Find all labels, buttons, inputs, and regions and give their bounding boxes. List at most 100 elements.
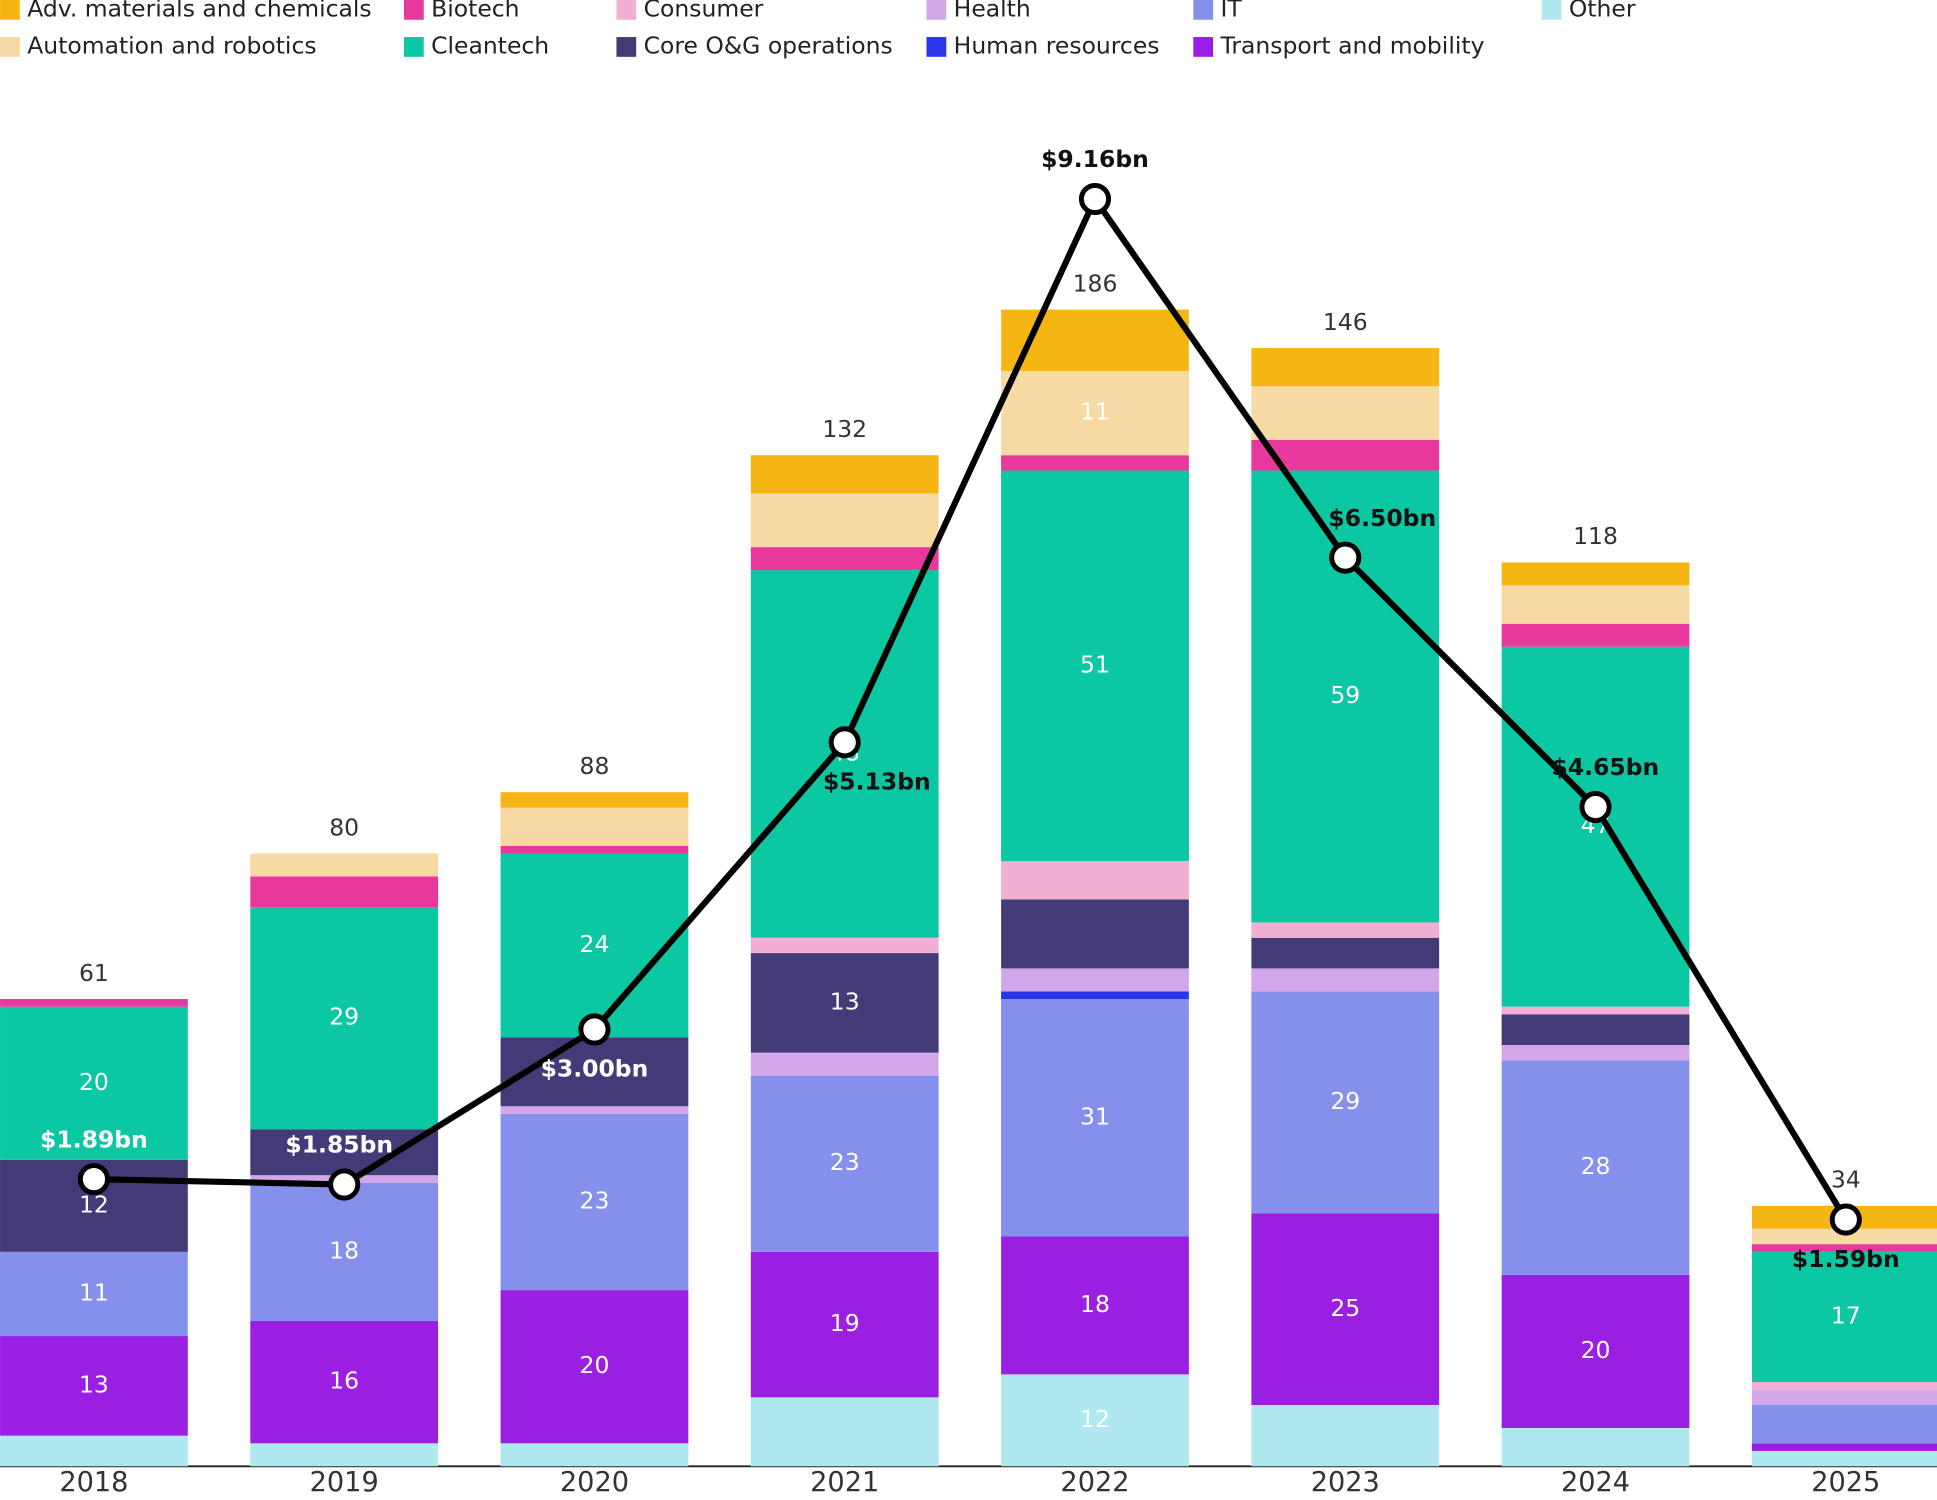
- legend-label: Biotech: [431, 0, 519, 22]
- line-point: [578, 1013, 611, 1046]
- bar-segment: [1001, 1236, 1189, 1375]
- bar-segment: [1501, 646, 1690, 1007]
- legend-swatch: [1541, 0, 1562, 20]
- legend-swatch: [616, 0, 637, 20]
- segment-label: 59: [1330, 681, 1360, 709]
- x-tick-label: 2023: [1311, 1467, 1380, 1498]
- legend-swatch: [403, 0, 424, 20]
- legend-label: Cleantech: [431, 31, 549, 59]
- segment-label: 11: [1080, 398, 1110, 426]
- legend-swatch: [0, 37, 20, 57]
- bar-segment: [750, 1397, 939, 1467]
- bar-segment: [1751, 1382, 1937, 1390]
- bar-segment: [1501, 562, 1690, 586]
- bar-segment: [0, 1006, 188, 1160]
- total-label: 118: [1573, 522, 1618, 550]
- bar-segment: [750, 493, 939, 548]
- bar-segment: [250, 907, 439, 1130]
- line-label: $4.65bn: [1552, 753, 1660, 781]
- line-label: $5.13bn: [823, 768, 931, 796]
- x-tick-label: 2021: [810, 1467, 879, 1498]
- total-label: 146: [1323, 308, 1368, 336]
- bar-segment: [0, 1336, 188, 1436]
- total-label: 88: [580, 752, 610, 780]
- line-label: $6.50bn: [1328, 504, 1436, 532]
- bar-segment: [1001, 455, 1189, 471]
- bar-segment: [1251, 386, 1440, 440]
- bar-segment: [750, 1251, 939, 1398]
- bar-segment: [1001, 991, 1189, 1000]
- line-point: [1579, 790, 1612, 824]
- bar-segment: [250, 1443, 439, 1467]
- x-tick-label: 2018: [59, 1467, 128, 1498]
- segment-label: 18: [1080, 1290, 1110, 1318]
- bar-segment: [1501, 623, 1690, 647]
- segment-label: 24: [580, 930, 610, 958]
- segment-label: 29: [329, 1003, 359, 1031]
- segment-label: 19: [830, 1309, 860, 1337]
- x-tick-label: 2020: [560, 1467, 629, 1498]
- bar-segment: [500, 1113, 689, 1291]
- x-tick-label: 2019: [310, 1467, 379, 1498]
- bar-segment: [1751, 1251, 1937, 1383]
- line-label: $1.59bn: [1792, 1245, 1900, 1273]
- x-tick-label: 2024: [1561, 1467, 1630, 1498]
- bar-segment: [250, 853, 439, 877]
- bar-segment: [1751, 1389, 1937, 1405]
- line: [93, 195, 1849, 1222]
- total-label: 132: [822, 415, 867, 443]
- bar-segment: [1251, 1404, 1440, 1467]
- legend-swatch: [1193, 37, 1214, 57]
- line-point: [1078, 182, 1112, 216]
- bar-segment: [1501, 1044, 1690, 1061]
- bar-segment: [1501, 1006, 1690, 1015]
- legend-swatch: [926, 0, 947, 20]
- legend-label: Transport and mobility: [1219, 31, 1484, 59]
- segment-label: 12: [1080, 1405, 1110, 1433]
- legend-label: IT: [1220, 0, 1242, 22]
- bar-segment: [1251, 991, 1440, 1214]
- bar-segment: [1001, 999, 1189, 1237]
- bar-segment: [1751, 1244, 1937, 1252]
- segment-label: 51: [1080, 650, 1110, 678]
- legend-label: Human resources: [954, 31, 1160, 59]
- segment-label: 31: [1080, 1102, 1110, 1130]
- legend-label: Other: [1569, 0, 1636, 22]
- bar-segment: [500, 1106, 689, 1114]
- legend-label: Adv. materials and chemicals: [27, 0, 371, 22]
- line-point: [828, 726, 861, 759]
- bar-segment: [1251, 1213, 1440, 1405]
- bar-segment: [250, 876, 439, 908]
- bar-segment: [750, 937, 939, 954]
- line-label: $1.85bn: [285, 1131, 393, 1159]
- legend-label: Health: [954, 0, 1031, 22]
- segment-label: 23: [580, 1187, 610, 1215]
- bar-segment: [0, 1251, 188, 1337]
- bar-segment: [1251, 937, 1440, 969]
- bar-segment: [1501, 1274, 1690, 1428]
- bar-segment: [0, 1435, 188, 1467]
- bar-segment: [1001, 470, 1189, 862]
- segment-label: 28: [1581, 1152, 1611, 1180]
- bar-segment: [1251, 922, 1440, 938]
- x-tick-label: 2022: [1060, 1467, 1129, 1498]
- total-label: 186: [1073, 269, 1118, 297]
- legend-label: Core O&G operations: [644, 31, 893, 59]
- total-label: 34: [1831, 1166, 1861, 1194]
- total-label: 61: [79, 959, 109, 987]
- bar-segment: [750, 547, 939, 571]
- bar-segment: [500, 1443, 689, 1467]
- legend-swatch: [403, 37, 424, 57]
- bar-segment: [750, 455, 939, 494]
- bar-segment: [500, 792, 689, 808]
- bar-segment: [750, 953, 939, 1053]
- line-label: $3.00bn: [541, 1055, 649, 1083]
- bar-segment: [1001, 968, 1189, 992]
- segment-label: 11: [79, 1278, 109, 1306]
- segment-label: 16: [329, 1367, 359, 1395]
- bar-segment: [750, 1052, 939, 1076]
- bar-segment: [1251, 968, 1440, 992]
- bar-segment: [500, 1290, 689, 1444]
- bar-segment: [1751, 1404, 1937, 1444]
